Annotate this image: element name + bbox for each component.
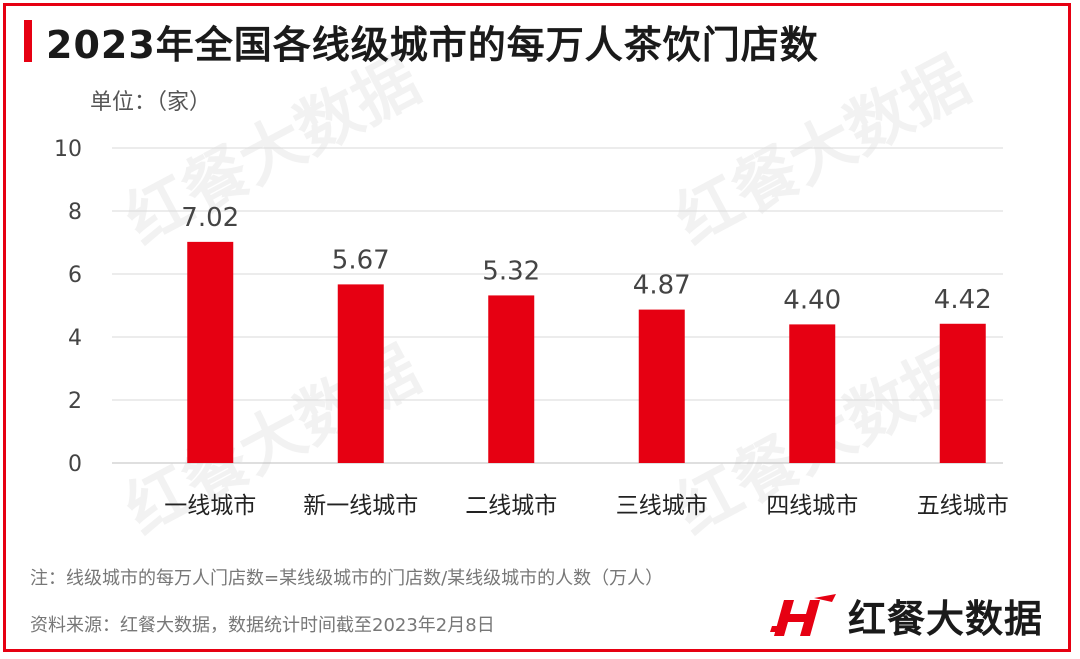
data-label: 5.67 (332, 245, 390, 275)
y-tick-label: 0 (68, 452, 82, 477)
x-tick-label: 三线城市 (616, 493, 708, 519)
x-tick-label: 新一线城市 (303, 493, 418, 519)
bar (488, 295, 535, 463)
brand-name: 红餐大数据 (848, 597, 1044, 641)
y-tick-label: 10 (54, 137, 82, 162)
hongcan-logo-icon (770, 593, 836, 636)
data-label: 4.87 (633, 271, 691, 301)
source-text: 资料来源：红餐大数据，数据统计时间截至2023年2月8日 (30, 615, 495, 636)
chart-title: 2023年全国各线级城市的每万人茶饮门店数 (46, 23, 819, 67)
x-tick-label: 四线城市 (766, 493, 858, 519)
y-tick-label: 2 (68, 389, 82, 414)
bar (187, 241, 234, 463)
title-accent-bar (24, 20, 32, 62)
footnote: 注：线级城市的每万人门店数=某线级城市的门店数/某线级城市的人数（万人） (30, 568, 664, 589)
brand-logo: 红餐大数据 (770, 588, 1043, 643)
x-tick-label: 一线城市 (164, 493, 256, 519)
bar (939, 323, 986, 463)
y-tick-label: 6 (68, 263, 82, 288)
y-tick-label: 8 (68, 200, 82, 225)
x-tick-label: 五线城市 (917, 493, 1009, 519)
data-label: 4.42 (934, 285, 992, 315)
chart-frame (3, 3, 1071, 652)
x-tick-label: 二线城市 (465, 493, 557, 519)
data-label: 7.02 (181, 203, 239, 233)
bar (337, 284, 384, 463)
bar (789, 324, 836, 463)
data-label: 4.40 (783, 285, 841, 315)
y-tick-label: 4 (68, 326, 82, 351)
data-label: 5.32 (482, 256, 540, 286)
bar (638, 309, 685, 463)
unit-label: 单位：（家） (90, 90, 212, 115)
